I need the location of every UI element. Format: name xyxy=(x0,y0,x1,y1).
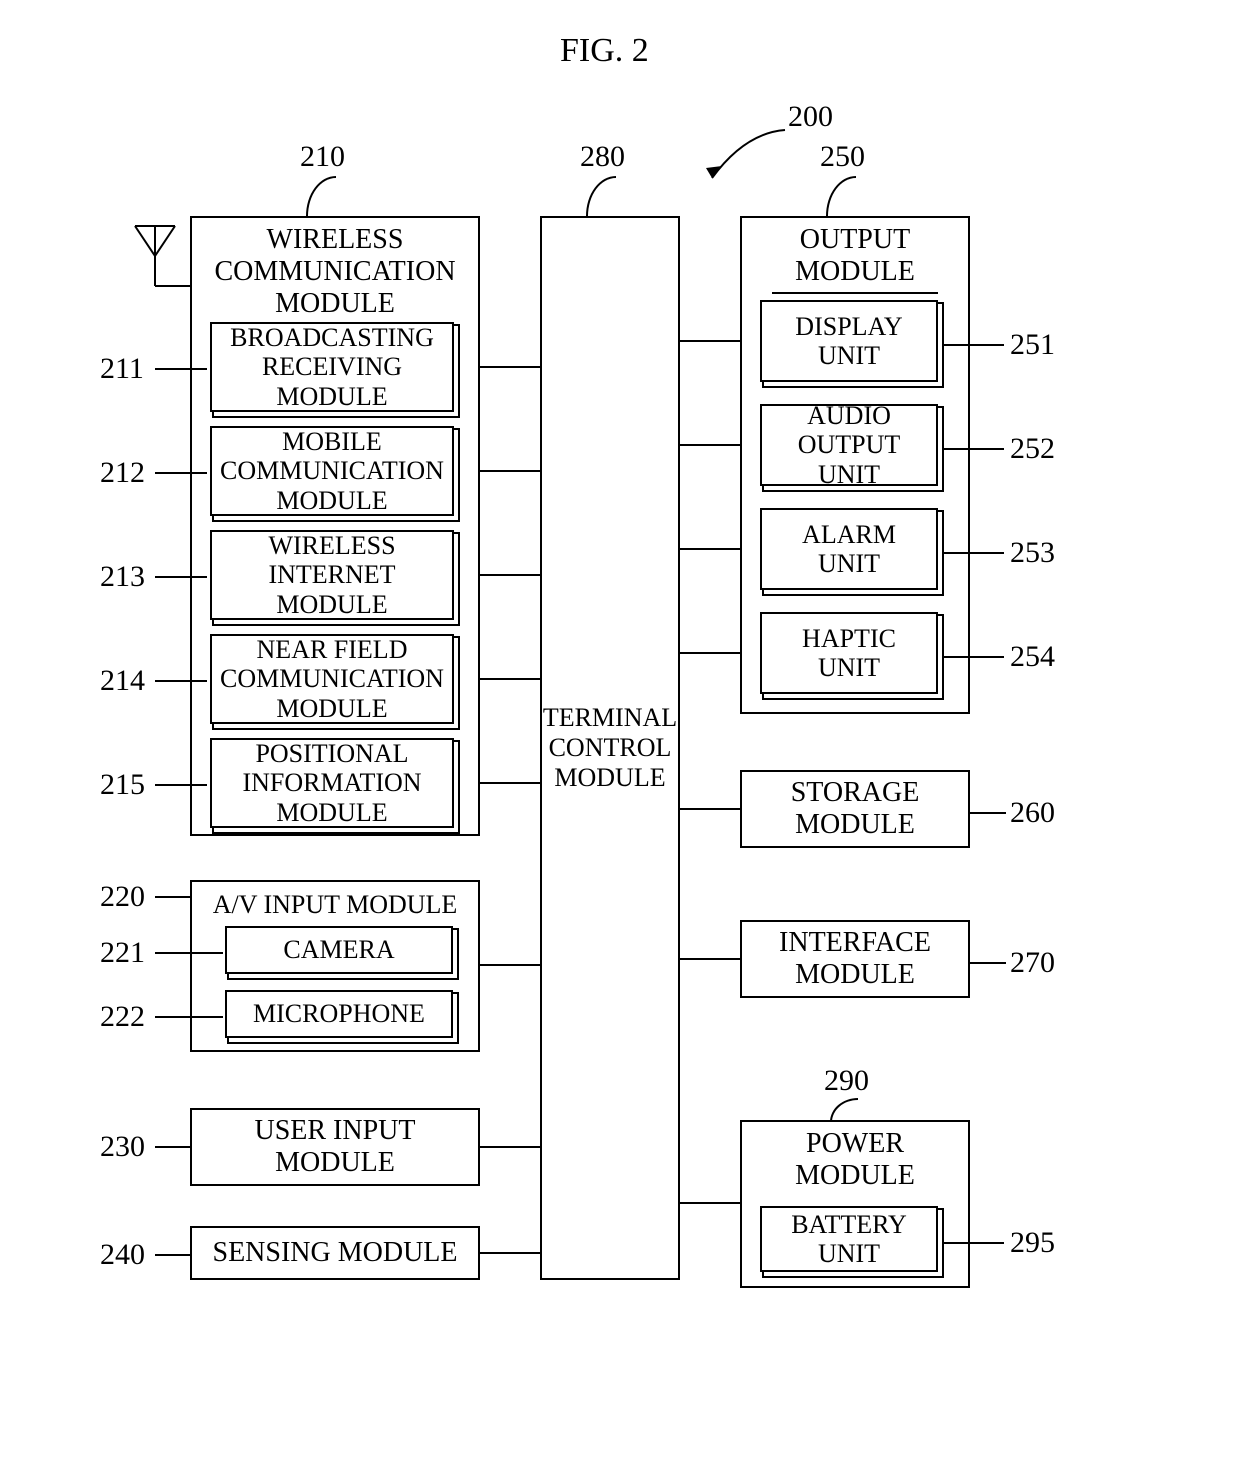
conn-260 xyxy=(680,808,740,810)
conn-254 xyxy=(680,652,740,654)
mobile-communication-module: MOBILE COMMUNICATION MODULE xyxy=(210,426,454,516)
storage-label: STORAGE MODULE xyxy=(791,777,920,841)
dash-295 xyxy=(944,1242,1004,1244)
figure-title: FIG. 2 xyxy=(560,32,649,70)
conn-290 xyxy=(680,1202,740,1204)
dash-214 xyxy=(155,680,207,682)
dash-260 xyxy=(970,812,1006,814)
ref-253: 253 xyxy=(1010,536,1055,570)
positional-information-module: POSITIONAL INFORMATION MODULE xyxy=(210,738,454,828)
display-unit: DISPLAY UNIT xyxy=(760,300,938,382)
audio-output-unit: AUDIO OUTPUT UNIT xyxy=(760,404,938,486)
ref-200: 200 xyxy=(788,100,833,134)
dash-212 xyxy=(155,472,207,474)
dash-254 xyxy=(944,656,1004,658)
broadcasting-receiving-module: BROADCASTING RECEIVING MODULE xyxy=(210,322,454,412)
dash-253 xyxy=(944,552,1004,554)
ref-220: 220 xyxy=(100,880,145,914)
sensing-module: SENSING MODULE xyxy=(190,1226,480,1280)
alarm-unit: ALARM UNIT xyxy=(760,508,938,590)
output-title-underline xyxy=(772,292,938,294)
ref-230: 230 xyxy=(100,1130,145,1164)
conn-253 xyxy=(680,548,740,550)
ref-254: 254 xyxy=(1010,640,1055,674)
conn-252 xyxy=(680,444,740,446)
conn-240 xyxy=(480,1252,540,1254)
ref-215: 215 xyxy=(100,768,145,802)
dash-251 xyxy=(944,344,1004,346)
ref-280: 280 xyxy=(580,140,625,174)
dash-252 xyxy=(944,448,1004,450)
conn-215 xyxy=(480,782,540,784)
dash-213 xyxy=(155,576,207,578)
conn-212 xyxy=(480,470,540,472)
ref-252: 252 xyxy=(1010,432,1055,466)
user-input-module: USER INPUT MODULE xyxy=(190,1108,480,1186)
dash-222 xyxy=(155,1016,223,1018)
leader-290 xyxy=(830,1098,858,1122)
conn-270 xyxy=(680,958,740,960)
arrow-200 xyxy=(690,118,790,198)
ref-260: 260 xyxy=(1010,796,1055,830)
ref-251: 251 xyxy=(1010,328,1055,362)
leader-210 xyxy=(306,176,336,216)
ref-270: 270 xyxy=(1010,946,1055,980)
ref-290: 290 xyxy=(824,1064,869,1098)
user-input-label: USER INPUT MODULE xyxy=(254,1115,415,1179)
conn-214 xyxy=(480,678,540,680)
ref-221: 221 xyxy=(100,936,145,970)
ref-240: 240 xyxy=(100,1238,145,1272)
conn-av xyxy=(480,964,540,966)
ref-250: 250 xyxy=(820,140,865,174)
ref-222: 222 xyxy=(100,1000,145,1034)
conn-230 xyxy=(480,1146,540,1148)
diagram-canvas: FIG. 2 210 280 250 200 290 WIRELESS COMM… xyxy=(0,0,1240,1463)
battery-unit: BATTERY UNIT xyxy=(760,1206,938,1272)
microphone-module: MICROPHONE xyxy=(225,990,453,1038)
dash-220 xyxy=(155,896,190,898)
conn-251 xyxy=(680,340,740,342)
camera-module: CAMERA xyxy=(225,926,453,974)
ref-214: 214 xyxy=(100,664,145,698)
ref-212: 212 xyxy=(100,456,145,490)
ref-210: 210 xyxy=(300,140,345,174)
haptic-unit: HAPTIC UNIT xyxy=(760,612,938,694)
conn-213 xyxy=(480,574,540,576)
output-module-title: OUTPUT MODULE xyxy=(742,218,968,288)
leader-250 xyxy=(826,176,856,216)
interface-label: INTERFACE MODULE xyxy=(779,927,931,991)
dash-221 xyxy=(155,952,223,954)
leader-280 xyxy=(586,176,616,216)
near-field-communication-module: NEAR FIELD COMMUNICATION MODULE xyxy=(210,634,454,724)
dash-270 xyxy=(970,962,1006,964)
dash-211 xyxy=(155,368,207,370)
terminal-label: TERMINAL CONTROL MODULE xyxy=(543,703,677,793)
conn-211 xyxy=(480,366,540,368)
av-input-title: A/V INPUT MODULE xyxy=(192,882,478,920)
dash-230 xyxy=(155,1146,190,1148)
dash-240 xyxy=(155,1254,190,1256)
wireless-internet-module: WIRELESS INTERNET MODULE xyxy=(210,530,454,620)
dash-215 xyxy=(155,784,207,786)
terminal-control-module: TERMINAL CONTROL MODULE xyxy=(540,216,680,1280)
ref-211: 211 xyxy=(100,352,144,386)
antenna-icon xyxy=(120,216,190,296)
ref-213: 213 xyxy=(100,560,145,594)
ref-295: 295 xyxy=(1010,1226,1055,1260)
interface-module: INTERFACE MODULE xyxy=(740,920,970,998)
sensing-label: SENSING MODULE xyxy=(213,1237,458,1269)
storage-module: STORAGE MODULE xyxy=(740,770,970,848)
wireless-module-title: WIRELESS COMMUNICATION MODULE xyxy=(192,218,478,321)
power-module-title: POWER MODULE xyxy=(742,1122,968,1192)
